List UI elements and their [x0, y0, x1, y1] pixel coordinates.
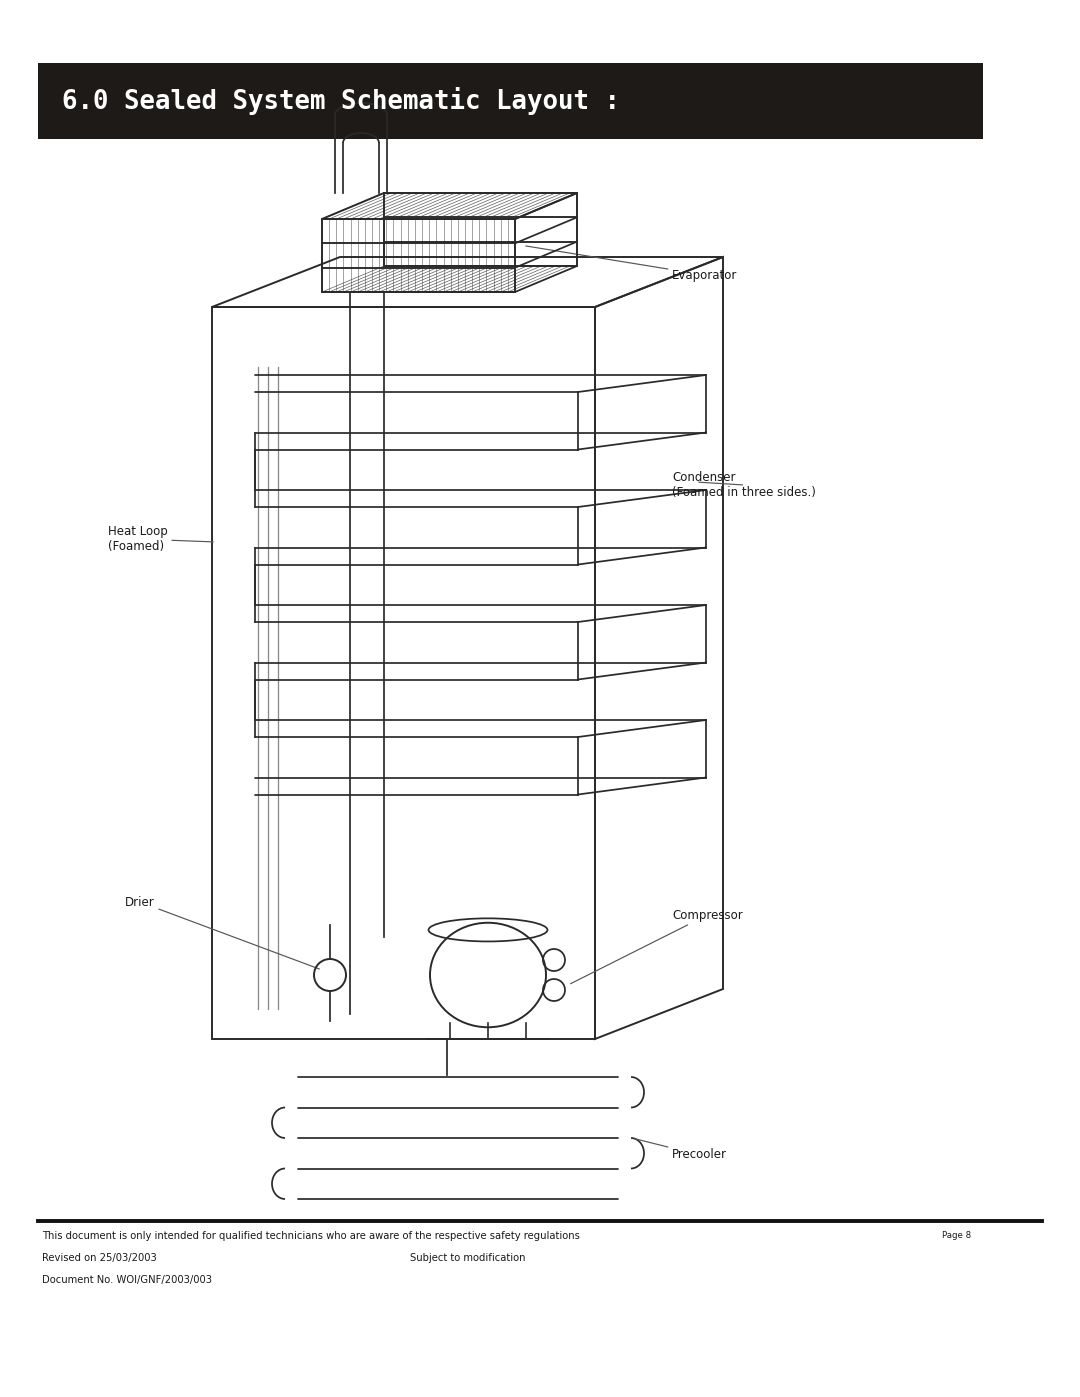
- Text: Evaporator: Evaporator: [526, 246, 738, 282]
- Text: Revised on 25/03/2003: Revised on 25/03/2003: [42, 1253, 157, 1263]
- Text: Condenser
(Foamed in three sides.): Condenser (Foamed in three sides.): [672, 471, 815, 499]
- Text: Document No. WOI/GNF/2003/003: Document No. WOI/GNF/2003/003: [42, 1275, 212, 1285]
- Text: Drier: Drier: [125, 895, 320, 970]
- Text: Precooler: Precooler: [635, 1139, 727, 1161]
- Bar: [322, 219, 515, 292]
- Text: Subject to modification: Subject to modification: [410, 1253, 526, 1263]
- Text: This document is only intended for qualified technicians who are aware of the re: This document is only intended for quali…: [42, 1231, 580, 1241]
- Bar: [38, 63, 983, 138]
- Text: Page 8: Page 8: [942, 1231, 971, 1241]
- Text: Heat Loop
(Foamed): Heat Loop (Foamed): [108, 525, 213, 553]
- Text: 6.0 Sealed System Schematic Layout :: 6.0 Sealed System Schematic Layout :: [62, 87, 620, 115]
- Text: Compressor: Compressor: [570, 908, 743, 983]
